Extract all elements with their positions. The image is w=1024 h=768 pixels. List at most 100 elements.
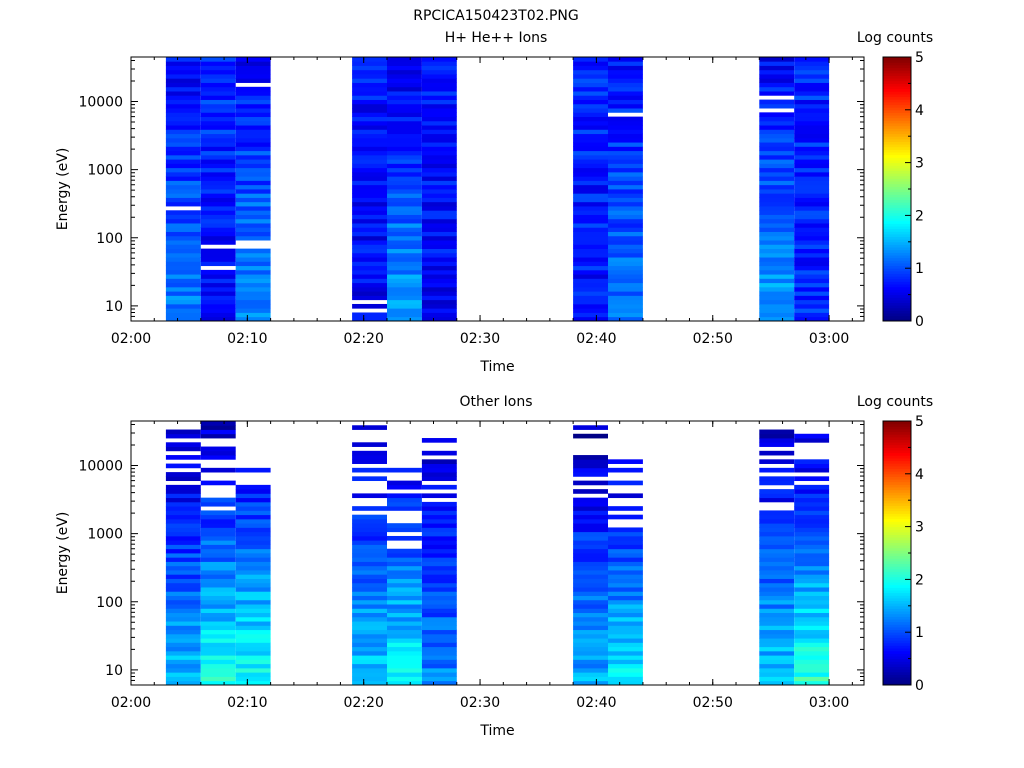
energy-bin-cell xyxy=(165,612,201,618)
colorbar-segment xyxy=(883,637,911,641)
colorbar-segment xyxy=(883,584,911,588)
colorbar-segment xyxy=(883,421,911,425)
energy-bin-cell xyxy=(608,599,643,605)
energy-bin-cell xyxy=(421,565,457,571)
energy-bin-cell xyxy=(165,633,201,639)
colorbar-segment xyxy=(883,70,911,74)
colorbar-segment xyxy=(883,439,911,443)
energy-bin-cell xyxy=(794,629,830,635)
energy-bin-cell xyxy=(235,210,271,215)
energy-bin-cell xyxy=(200,531,236,537)
energy-bin-cell xyxy=(200,189,236,194)
energy-bin-cell xyxy=(235,599,271,605)
energy-bin-cell xyxy=(200,633,236,639)
energy-bin-cell xyxy=(608,633,643,639)
energy-bin-cell xyxy=(352,514,387,520)
energy-bin-cell xyxy=(235,278,271,284)
energy-time-column xyxy=(759,57,795,322)
energy-bin-cell xyxy=(165,227,201,232)
energy-bin-cell xyxy=(421,129,457,135)
energy-bin-cell xyxy=(165,463,201,469)
colorbar-segment xyxy=(883,600,911,604)
colorbar-segment xyxy=(883,494,911,499)
energy-bin-cell xyxy=(200,282,236,288)
energy-bin-cell xyxy=(573,223,608,228)
energy-bin-cell xyxy=(421,189,457,194)
energy-bin-cell xyxy=(165,137,201,143)
energy-bin-cell xyxy=(573,303,608,309)
energy-bin-cell xyxy=(235,497,271,503)
energy-bin-cell xyxy=(165,518,201,524)
energy-bin-cell xyxy=(235,291,271,296)
energy-bin-cell xyxy=(352,557,387,562)
energy-bin-cell xyxy=(794,244,830,250)
colorbar-tick-label: 3 xyxy=(915,156,924,172)
energy-bin-cell xyxy=(165,548,201,554)
energy-bin-cell xyxy=(352,459,387,464)
energy-bin-cell xyxy=(235,95,271,100)
energy-bin-cell xyxy=(759,438,795,443)
energy-bin-cell xyxy=(352,274,387,279)
energy-bin-cell xyxy=(573,57,608,62)
energy-bin-cell xyxy=(165,69,201,75)
energy-bin-cell xyxy=(165,540,201,545)
energy-bin-cell xyxy=(794,616,830,622)
colorbar-label: Log counts xyxy=(857,30,933,46)
energy-bin-cell xyxy=(235,91,271,96)
energy-bin-cell xyxy=(235,484,271,490)
energy-bin-cell xyxy=(165,561,201,567)
energy-bin-cell xyxy=(608,286,643,292)
energy-bin-cell xyxy=(608,129,643,135)
energy-bin-cell xyxy=(794,193,830,198)
colorbar-segment xyxy=(883,112,911,116)
energy-bin-cell xyxy=(165,248,201,254)
energy-bin-cell xyxy=(200,308,236,313)
energy-bin-cell xyxy=(387,244,422,250)
energy-bin-cell xyxy=(352,244,387,250)
energy-bin-cell xyxy=(200,154,236,160)
colorbar-segment xyxy=(883,640,911,644)
energy-bin-cell xyxy=(759,282,795,288)
energy-bin-cell xyxy=(200,95,236,100)
energy-bin-cell xyxy=(794,252,830,258)
energy-bin-cell xyxy=(352,61,387,66)
energy-bin-cell xyxy=(387,548,422,554)
colorbar-segment xyxy=(883,297,911,301)
energy-bin-cell xyxy=(608,189,643,194)
energy-bin-cell xyxy=(352,467,387,473)
energy-bin-cell xyxy=(165,142,201,147)
energy-bin-cell xyxy=(573,527,608,533)
energy-bin-cell xyxy=(608,99,643,105)
panel-title: H+ He++ Ions xyxy=(445,30,548,46)
energy-bin-cell xyxy=(421,463,457,469)
energy-time-column xyxy=(200,421,236,686)
energy-bin-cell xyxy=(421,535,457,541)
colorbar-segment xyxy=(883,204,911,208)
energy-bin-cell xyxy=(759,112,795,118)
energy-bin-cell xyxy=(235,621,271,626)
energy-bin-cell xyxy=(759,591,795,596)
energy-bin-cell xyxy=(608,57,643,62)
energy-bin-cell xyxy=(421,663,457,669)
energy-bin-cell xyxy=(387,316,422,322)
energy-bin-cell xyxy=(794,74,830,79)
energy-bin-cell xyxy=(608,672,643,677)
energy-bin-cell xyxy=(573,176,608,181)
energy-bin-cell xyxy=(200,176,236,181)
colorbar-segment xyxy=(883,181,911,185)
energy-bin-cell xyxy=(235,578,271,584)
energy-bin-cell xyxy=(387,193,422,198)
energy-bin-cell xyxy=(421,154,457,160)
energy-bin-cell xyxy=(200,604,236,609)
energy-bin-cell xyxy=(421,438,457,443)
colorbar-segment xyxy=(883,502,911,506)
energy-bin-cell xyxy=(165,112,201,118)
energy-bin-cell xyxy=(352,269,387,275)
energy-bin-cell xyxy=(352,663,387,669)
energy-time-column xyxy=(235,57,271,322)
energy-bin-cell xyxy=(794,167,830,173)
colorbar-segment xyxy=(883,291,911,296)
energy-bin-cell xyxy=(608,608,643,614)
energy-bin-cell xyxy=(608,642,643,648)
energy-bin-cell xyxy=(235,638,271,643)
